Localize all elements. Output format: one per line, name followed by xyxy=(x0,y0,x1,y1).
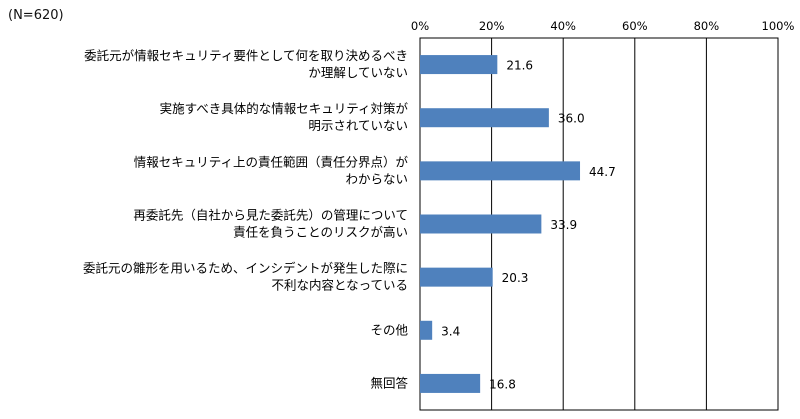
data-label: 33.9 xyxy=(550,218,577,232)
x-tick-label: 0% xyxy=(411,19,429,33)
data-label: 3.4 xyxy=(441,324,460,338)
bar xyxy=(420,320,433,340)
data-label: 16.8 xyxy=(489,377,516,391)
data-label: 20.3 xyxy=(502,271,529,285)
data-label: 21.6 xyxy=(506,59,533,73)
category-label: 再委託先（自社から見た委託先）の管理について責任を負うことのリスクが高い xyxy=(133,208,408,240)
category-label: 委託元の雛形を用いるため、インシデントが発生した際に不利な内容となっている xyxy=(83,261,408,293)
x-tick-label: 20% xyxy=(479,19,505,33)
x-tick-label: 60% xyxy=(622,19,648,33)
bar xyxy=(420,214,542,234)
category-label: 無回答 xyxy=(370,375,408,390)
category-label: その他 xyxy=(370,322,408,337)
value-labels: 21.6 36.0 44.7 33.9 20.3 3.4 16.8 xyxy=(441,59,616,392)
data-label: 36.0 xyxy=(558,112,585,126)
bar xyxy=(420,108,549,128)
tick-labels: 0% 20% 40% 60% 80% 100% xyxy=(411,19,795,33)
category-label: 情報セキュリティ上の責任範囲（責任分界点）がわからない xyxy=(134,154,409,186)
bar xyxy=(420,55,498,75)
x-tick-label: 100% xyxy=(762,19,795,33)
data-label: 44.7 xyxy=(589,165,616,179)
category-label: 実施すべき具体的な情報セキュリティ対策が明示されていない xyxy=(160,101,409,133)
bar xyxy=(420,267,493,287)
bars-layer xyxy=(420,55,581,393)
x-tick-label: 40% xyxy=(550,19,576,33)
bar xyxy=(420,161,581,181)
bar xyxy=(420,373,481,393)
category-labels: 委託元が情報セキュリティ要件として何を取り決めるべきか理解していない実施すべき具… xyxy=(83,48,409,390)
x-tick-label: 80% xyxy=(694,19,720,33)
category-label: 委託元が情報セキュリティ要件として何を取り決めるべきか理解していない xyxy=(84,48,408,80)
sample-size-note: (N=620) xyxy=(8,8,64,23)
grid-layer xyxy=(419,37,779,411)
